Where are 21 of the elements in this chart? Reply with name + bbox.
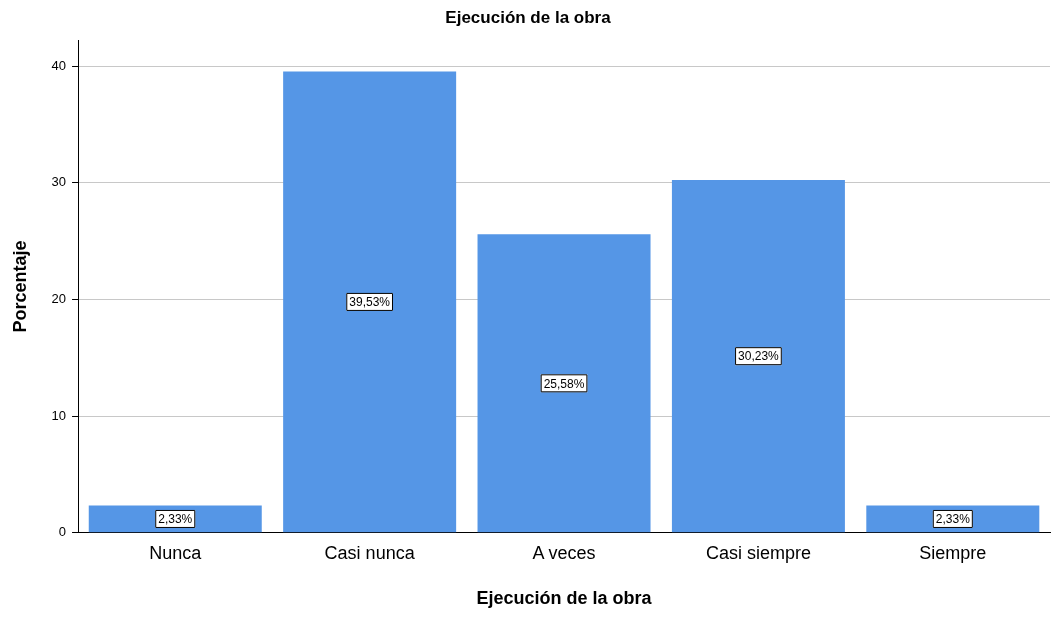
chart-title: Ejecución de la obra (445, 7, 612, 27)
y-tick-label: 0 (58, 524, 67, 540)
data-label: 2,33% (158, 512, 193, 527)
data-label: 25,58% (543, 376, 585, 391)
data-label: 39,53% (349, 295, 391, 310)
x-tick-label: Casi siempre (705, 542, 811, 563)
y-tick-label: 40 (51, 57, 67, 73)
data-label: 2,33% (935, 512, 971, 527)
y-tick-label: 20 (51, 291, 67, 307)
data-label: 30,23% (738, 349, 780, 364)
x-tick-label: Casi nunca (324, 542, 416, 563)
x-tick-label: Nunca (149, 542, 203, 563)
bar (671, 180, 845, 533)
y-axis-title: Porcentaje (9, 240, 30, 333)
x-axis-title: Ejecución de la obra (476, 588, 653, 609)
bar (283, 71, 457, 533)
y-tick-label: 10 (51, 407, 67, 423)
bar (477, 234, 651, 533)
x-tick-label: A veces (532, 542, 596, 563)
x-tick-label: Siempre (919, 542, 987, 563)
y-tick-label: 30 (51, 174, 67, 190)
